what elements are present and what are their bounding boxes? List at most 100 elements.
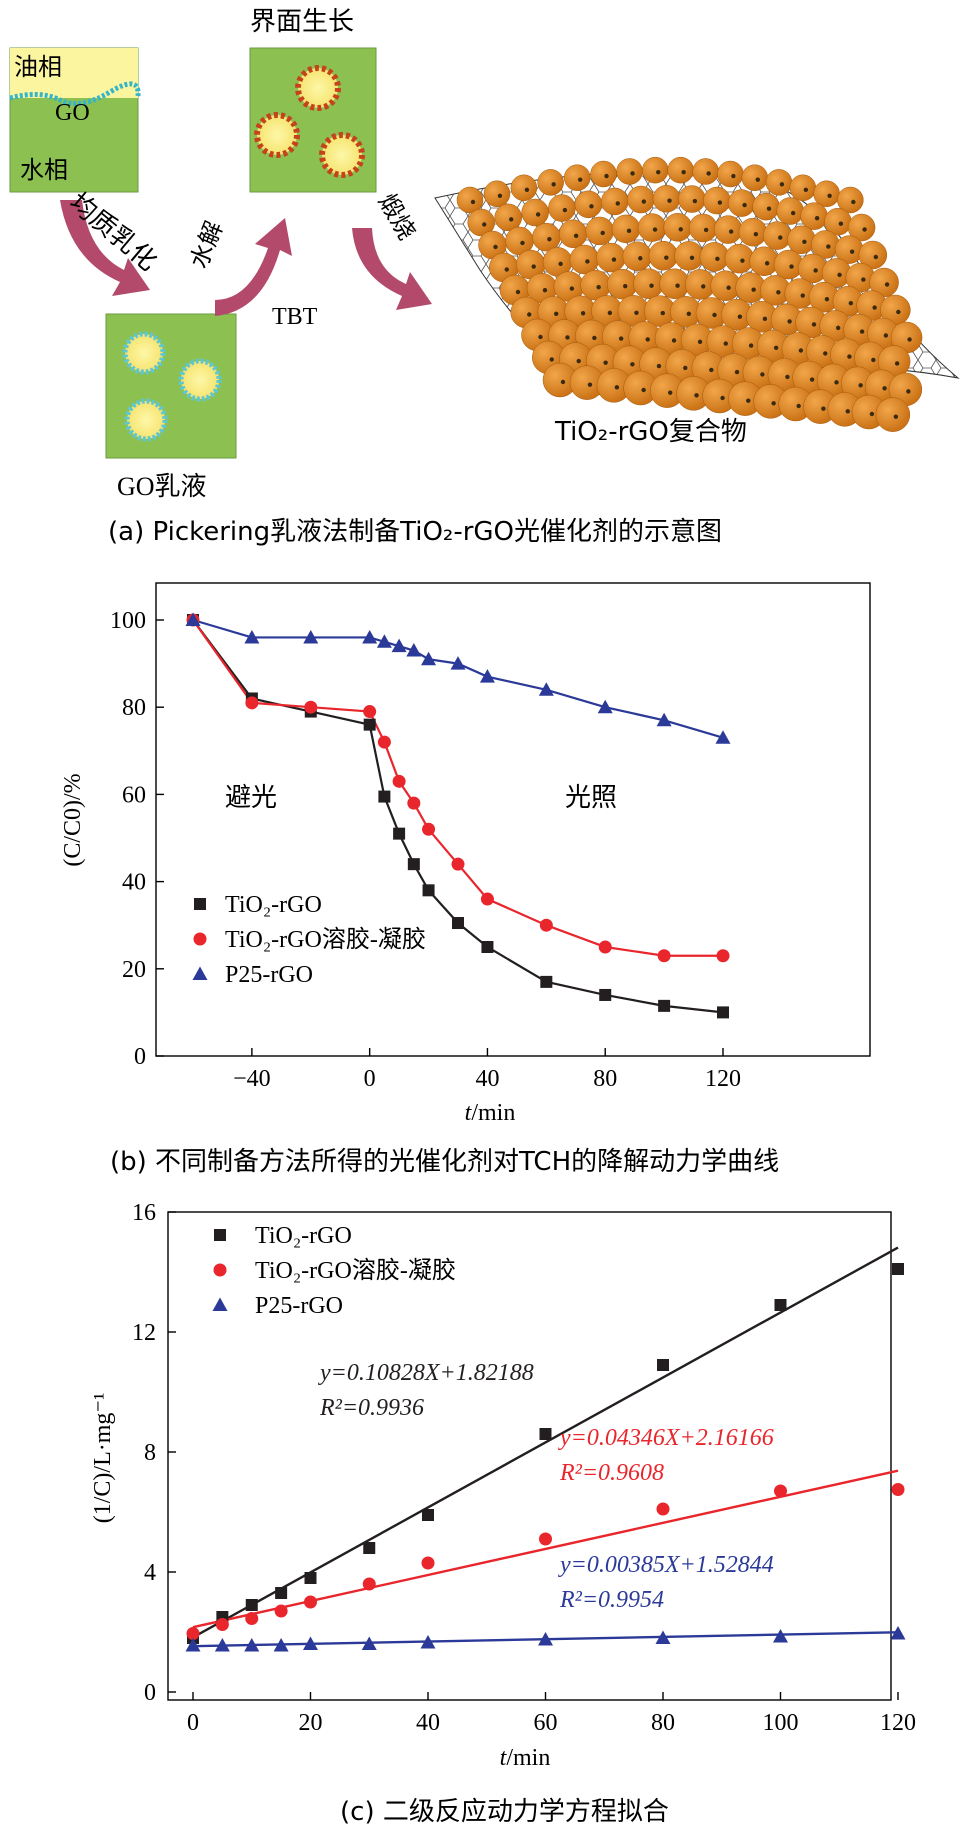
interface-growth-label: 界面生长 bbox=[250, 7, 354, 37]
particle-dot bbox=[509, 217, 514, 222]
particle-dot bbox=[652, 227, 658, 232]
data-point bbox=[656, 1502, 670, 1516]
data-point bbox=[304, 1595, 317, 1609]
data-point bbox=[378, 790, 391, 803]
panel-b-caption: (b) 不同制备方法所得的光催化剂对TCH的降解动力学曲线 bbox=[110, 1147, 779, 1177]
data-point bbox=[716, 949, 730, 963]
droplet-icon bbox=[122, 331, 222, 442]
particle-dot bbox=[726, 285, 731, 290]
particle-dot bbox=[600, 230, 605, 236]
annotation-light: 光照 bbox=[565, 783, 617, 813]
go-sheet-icon bbox=[9, 81, 141, 107]
data-point bbox=[422, 884, 435, 897]
tio2-particle bbox=[606, 268, 638, 300]
particle-dot bbox=[611, 257, 617, 262]
tio2-particle bbox=[787, 225, 816, 255]
legend-marker bbox=[192, 966, 208, 980]
data-point bbox=[598, 940, 612, 954]
particle-dot bbox=[869, 411, 875, 417]
particle-dot bbox=[861, 277, 866, 282]
tio2-particle bbox=[776, 197, 804, 225]
tio2-particle bbox=[532, 222, 561, 252]
particle-dot bbox=[838, 221, 844, 226]
particle-dot bbox=[520, 240, 525, 246]
tio2-particle bbox=[521, 198, 549, 227]
tio2-particle bbox=[858, 240, 888, 270]
particle-dot bbox=[596, 284, 601, 290]
tio2-particle bbox=[717, 160, 744, 188]
data-point bbox=[362, 1577, 376, 1591]
tio2-particle bbox=[627, 185, 655, 214]
data-point bbox=[391, 638, 407, 653]
particle-dot bbox=[827, 193, 832, 198]
y-tick-label: 12 bbox=[132, 1320, 156, 1346]
tio2-particle bbox=[727, 189, 756, 217]
particle-dot bbox=[847, 354, 852, 359]
particle-dot bbox=[641, 199, 647, 204]
y-axis-label: (1/C)/L·mg⁻¹ bbox=[90, 1393, 116, 1524]
legend-label: P25-rGO bbox=[255, 1293, 343, 1319]
y-tick-label: 0 bbox=[134, 1044, 146, 1070]
data-point bbox=[185, 1638, 201, 1652]
particle-dot bbox=[883, 333, 889, 338]
particle-dot bbox=[845, 409, 850, 414]
x-tick-label: 40 bbox=[475, 1066, 499, 1092]
data-point bbox=[363, 718, 376, 731]
data-point bbox=[303, 1636, 318, 1650]
tio2-particle bbox=[648, 240, 679, 271]
particle-dot bbox=[834, 380, 839, 385]
data-point bbox=[655, 1630, 671, 1644]
x-tick-label: 100 bbox=[763, 1710, 799, 1736]
particle-dot bbox=[615, 201, 620, 206]
data-point bbox=[421, 1556, 435, 1570]
particle-dot bbox=[694, 393, 699, 398]
particle-dot bbox=[776, 290, 781, 295]
particle-dot bbox=[618, 336, 624, 341]
panel-a-caption: (a) Pickering乳液法制备TiO₂-rGO光催化剂的示意图 bbox=[108, 517, 722, 547]
tio2-particle bbox=[537, 169, 564, 196]
series-line bbox=[192, 618, 724, 739]
particle-dot bbox=[645, 337, 650, 342]
particle-dot bbox=[746, 398, 751, 403]
particle-dot bbox=[649, 283, 654, 288]
particle-dot bbox=[703, 227, 709, 233]
particle-dot bbox=[787, 319, 792, 324]
particle-dot bbox=[678, 227, 683, 232]
particle-dot bbox=[576, 358, 581, 364]
legend-marker bbox=[194, 898, 206, 910]
water-phase-label: 水相 bbox=[20, 156, 68, 184]
particle-dot bbox=[894, 361, 900, 366]
data-point bbox=[244, 629, 260, 644]
particle-dot bbox=[664, 255, 669, 260]
fit-r2: R²=0.9954 bbox=[559, 1587, 664, 1613]
particle-dot bbox=[573, 233, 579, 238]
data-point bbox=[774, 1299, 787, 1311]
particle-dot bbox=[671, 338, 677, 343]
particle-dot bbox=[802, 239, 807, 244]
particle-dot bbox=[558, 261, 563, 267]
x-tick-label: 20 bbox=[299, 1710, 323, 1736]
particle-dot bbox=[873, 254, 879, 260]
data-point bbox=[479, 669, 495, 683]
data-point bbox=[480, 892, 494, 906]
particle-dot bbox=[742, 202, 747, 208]
particle-dot bbox=[824, 296, 830, 302]
tio2-particle bbox=[596, 242, 626, 273]
data-point bbox=[658, 999, 671, 1012]
particle-dot bbox=[630, 362, 635, 367]
particle-dot bbox=[723, 341, 728, 346]
particle-dot bbox=[607, 310, 613, 316]
tio2-particle bbox=[611, 214, 641, 244]
legend-label: TiO₂-rGO bbox=[255, 1223, 352, 1249]
data-point bbox=[539, 1428, 552, 1440]
particle-dot bbox=[790, 210, 796, 216]
process-arrow-icon bbox=[60, 200, 432, 316]
particle-dot bbox=[803, 187, 809, 192]
particle-dot bbox=[638, 256, 643, 261]
tio2-particle bbox=[837, 186, 864, 214]
particle-dot bbox=[589, 204, 594, 209]
data-point bbox=[244, 1638, 260, 1652]
data-point bbox=[656, 712, 672, 727]
tio2-particle bbox=[724, 243, 755, 274]
data-point bbox=[214, 1638, 230, 1652]
